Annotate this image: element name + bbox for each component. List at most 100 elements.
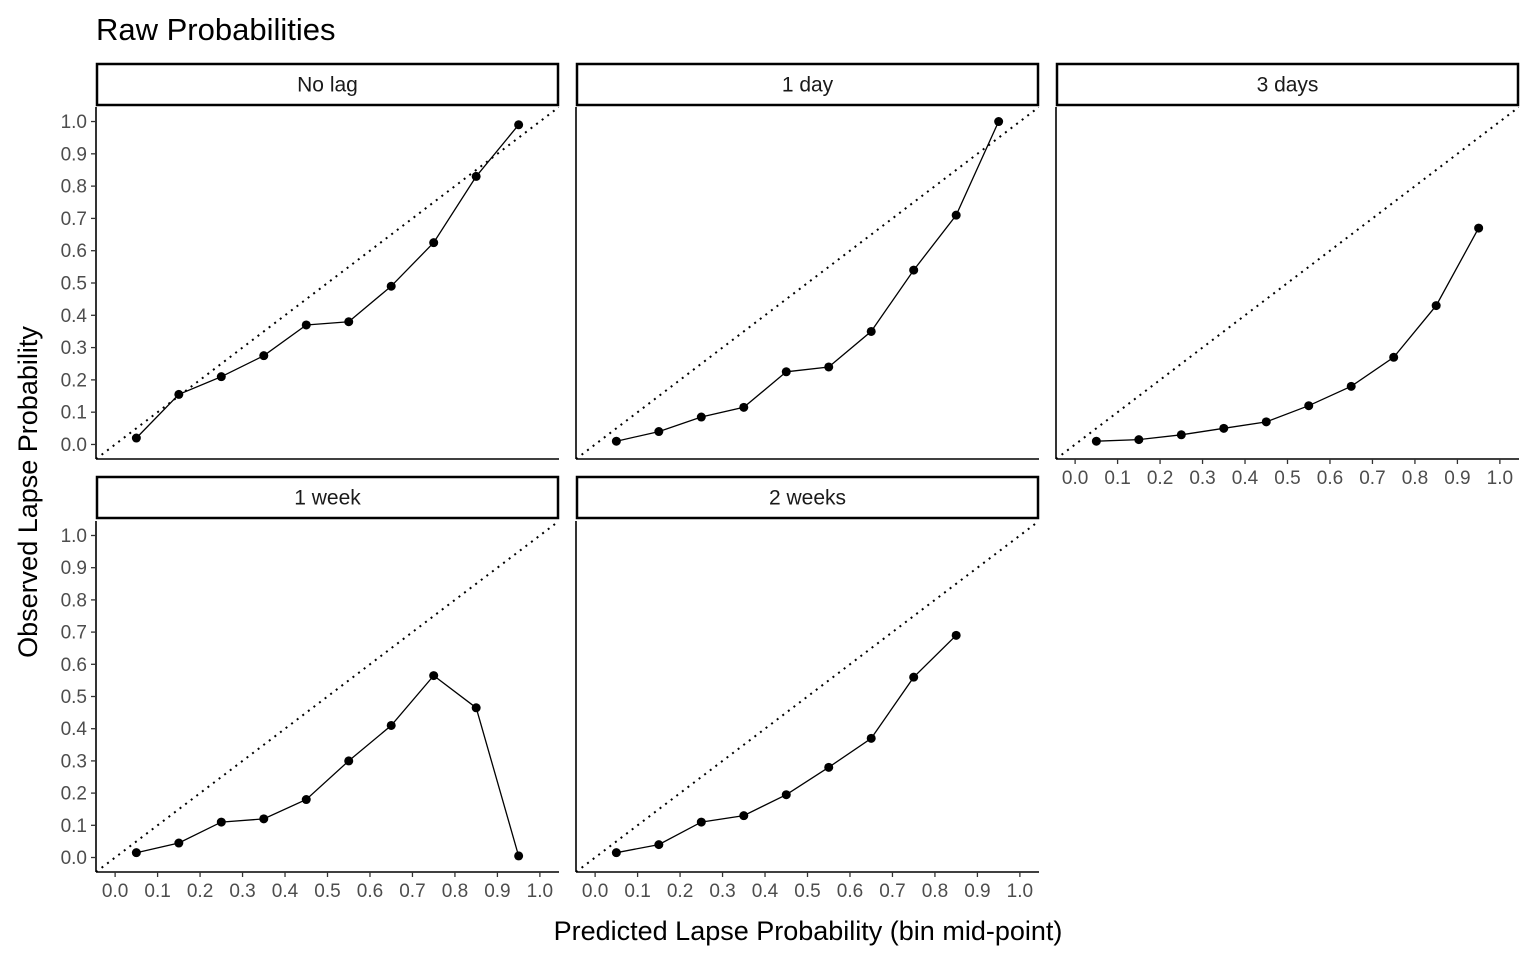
series-line	[616, 121, 1000, 442]
data-point	[909, 672, 919, 682]
data-point	[994, 117, 1004, 127]
facet-strip	[575, 475, 1040, 520]
data-point	[471, 703, 481, 713]
data-point	[301, 320, 311, 330]
x-axis-title: Predicted Lapse Probability (bin mid-poi…	[554, 916, 1063, 946]
reference-diagonal	[96, 107, 559, 459]
series-line	[1096, 227, 1480, 442]
y-tick-label: 0.0	[61, 435, 87, 456]
data-point	[386, 720, 396, 730]
x-tick-label: 1.0	[1487, 468, 1513, 489]
data-point	[866, 326, 876, 336]
data-point	[174, 838, 184, 848]
x-tick-label: 0.5	[314, 881, 340, 902]
y-tick-label: 0.7	[61, 623, 87, 644]
data-point	[514, 851, 524, 861]
data-point	[429, 671, 439, 681]
y-tick-label: 0.6	[61, 241, 87, 262]
data-point	[259, 814, 269, 824]
x-tick-label: 0.3	[709, 881, 735, 902]
y-tick-label: 0.1	[61, 816, 87, 837]
reference-diagonal	[576, 107, 1039, 459]
series-line	[135, 124, 520, 439]
x-tick-label: 0.7	[1359, 468, 1385, 489]
data-point	[951, 210, 961, 220]
x-tick-label: 0.1	[624, 881, 650, 902]
facet-panel: 3 days 0.0 0.1 0.2 0.3 0.4 0.5 0.6 0.7 0.8 0.9 1.0	[1055, 62, 1520, 489]
x-tick-label: 0.4	[752, 881, 779, 902]
series-line	[136, 674, 520, 857]
data-point	[654, 840, 664, 850]
x-tick-label: 0.2	[1147, 468, 1173, 489]
data-point	[429, 238, 439, 248]
data-point	[824, 362, 834, 372]
y-tick-label: 0.3	[61, 338, 87, 359]
data-point	[1219, 423, 1229, 433]
x-tick-label: 0.1	[1104, 468, 1130, 489]
facet-strip	[95, 62, 560, 107]
data-point	[696, 817, 706, 827]
data-point	[781, 367, 791, 377]
y-tick-label: 1.0	[61, 112, 87, 133]
data-point	[696, 412, 706, 422]
x-tick-label: 0.8	[1402, 468, 1428, 489]
y-tick-label: 0.4	[61, 719, 88, 740]
data-point	[781, 790, 791, 800]
data-point	[1176, 430, 1186, 440]
y-tick-label: 0.0	[61, 848, 87, 869]
data-point	[1431, 301, 1441, 311]
x-tick-label: 0.2	[667, 881, 693, 902]
data-point	[386, 281, 396, 291]
data-point	[471, 171, 481, 181]
y-tick-label: 0.2	[61, 370, 87, 391]
y-tick-label: 0.7	[61, 209, 87, 230]
y-tick-label: 0.6	[61, 655, 87, 676]
x-tick-label: 0.3	[1189, 468, 1215, 489]
reference-diagonal	[96, 521, 559, 872]
x-tick-label: 0.4	[272, 881, 299, 902]
y-tick-label: 0.9	[61, 144, 87, 165]
data-point	[514, 120, 524, 130]
series-line	[616, 634, 957, 854]
data-point	[174, 389, 184, 399]
data-point	[824, 762, 834, 772]
x-tick-label: 0.9	[484, 881, 510, 902]
x-tick-label: 0.1	[144, 881, 170, 902]
reference-diagonal	[576, 521, 1039, 872]
data-point	[611, 436, 621, 446]
data-point	[301, 795, 311, 805]
facet-strip	[95, 475, 560, 520]
x-tick-label: 0.7	[879, 881, 905, 902]
facet-panel: 1 week 0.0 0.1 0.2 0.3 0.4 0.5 0.6 0.7 0.8 0.9 1.0 0…	[61, 475, 560, 902]
data-point	[1389, 352, 1399, 362]
y-tick-label: 0.9	[61, 558, 87, 579]
data-point	[739, 811, 749, 821]
x-tick-label: 0.5	[794, 881, 820, 902]
y-tick-label: 0.5	[61, 274, 87, 295]
y-tick-label: 0.4	[61, 306, 88, 327]
data-point	[1134, 435, 1144, 445]
facet-panels: No lag 0.0 0.1 0.2 0.3 0.4 0.5 0.6 0.7 0.8 0.9 1.0 1…	[61, 62, 1520, 902]
facet-panel: No lag 0.0 0.1 0.2 0.3 0.4 0.5 0.6 0.7 0.8 0.9 1.0	[61, 62, 560, 460]
data-point	[1261, 417, 1271, 427]
chart-title: Raw Probabilities	[96, 12, 336, 47]
facet-strip	[575, 62, 1040, 107]
y-tick-label: 0.2	[61, 784, 87, 805]
y-axis-title: Observed Lapse Probability	[13, 326, 43, 658]
facet-strip-label: No lag	[297, 74, 358, 97]
facet-strip-label: 1 week	[294, 487, 361, 510]
x-tick-label: 0.8	[922, 881, 948, 902]
x-tick-label: 0.6	[357, 881, 383, 902]
x-tick-label: 0.2	[187, 881, 213, 902]
data-point	[259, 351, 269, 361]
x-tick-label: 0.3	[229, 881, 255, 902]
x-tick-label: 0.8	[442, 881, 468, 902]
facet-panel: 1 day	[575, 62, 1040, 460]
x-tick-label: 0.5	[1274, 468, 1300, 489]
facet-strip-label: 2 weeks	[769, 487, 846, 510]
y-tick-label: 0.5	[61, 687, 87, 708]
data-point	[344, 756, 354, 766]
data-point	[131, 848, 141, 858]
data-point	[1474, 223, 1484, 233]
